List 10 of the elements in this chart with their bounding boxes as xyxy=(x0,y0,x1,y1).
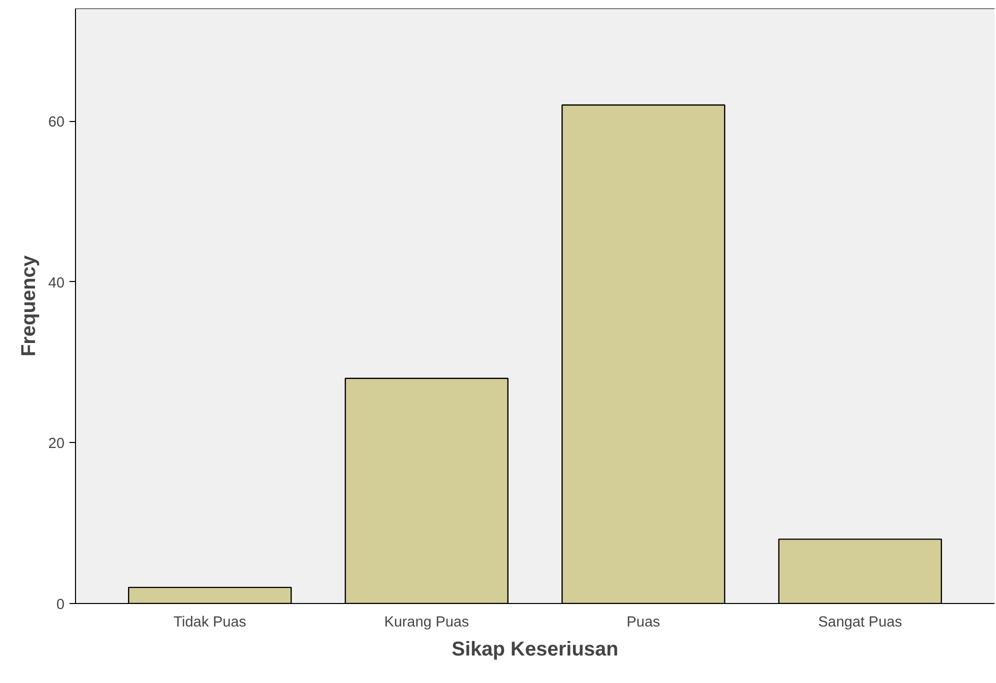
y-axis-title: Frequency xyxy=(18,254,40,357)
y-tick-label: 20 xyxy=(48,436,65,452)
x-axis-title: Sikap Keseriusan xyxy=(452,638,618,660)
x-tick-label: Kurang Puas xyxy=(384,614,470,630)
y-tick-label: 40 xyxy=(48,275,65,292)
y-tick-label: 60 xyxy=(48,114,65,131)
x-tick-label: Puas xyxy=(626,614,660,630)
x-tick-label: Sangat Puas xyxy=(818,614,902,630)
y-tick-label: 0 xyxy=(56,597,65,613)
x-tick-label: Tidak Puas xyxy=(173,614,246,630)
